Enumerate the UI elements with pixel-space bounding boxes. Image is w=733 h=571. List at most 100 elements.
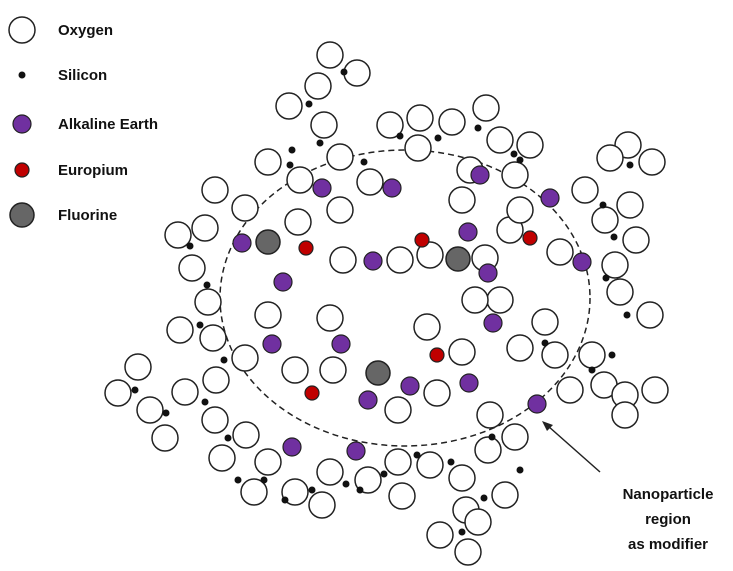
oxygen-atom: [201, 176, 229, 204]
oxygen-atom: [275, 92, 303, 120]
europium-atom: [304, 385, 320, 401]
silicon-atom: [220, 356, 228, 364]
legend-label: Fluorine: [58, 207, 117, 224]
silicon-atom: [162, 409, 170, 417]
oxygen-atom: [254, 448, 282, 476]
oxygen-atom: [416, 241, 444, 269]
oxygen-atom: [464, 508, 492, 536]
alkaline-earth-atom: [312, 178, 332, 198]
europium-atom: [414, 232, 430, 248]
silicon-atom: [288, 146, 296, 154]
fluorine-atom: [365, 360, 391, 386]
oxygen-atom: [356, 168, 384, 196]
oxygen-atom: [386, 246, 414, 274]
fluorine-atom: [445, 246, 471, 272]
oxygen-atom: [491, 481, 519, 509]
oxygen-atom: [254, 148, 282, 176]
silicon-atom: [308, 486, 316, 494]
oxygen-atom: [546, 238, 574, 266]
oxygen-atom: [622, 226, 650, 254]
oxygen-atom: [388, 482, 416, 510]
oxygen-atom: [343, 59, 371, 87]
silicon-atom: [608, 351, 616, 359]
silicon-atom: [356, 486, 364, 494]
oxygen-atom: [354, 466, 382, 494]
silicon-atom: [201, 398, 209, 406]
arrow: [542, 421, 601, 473]
oxygen-atom: [501, 423, 529, 451]
oxygen-atom: [208, 444, 236, 472]
oxygen-atom: [286, 166, 314, 194]
oxygen-atom: [202, 366, 230, 394]
oxygen-atom: [171, 378, 199, 406]
silicon-atom: [342, 480, 350, 488]
silicon-atom: [516, 466, 524, 474]
oxygen-atom: [606, 278, 634, 306]
oxygen-atom: [164, 221, 192, 249]
oxygen-atom: [638, 148, 666, 176]
oxygen-atom: [404, 134, 432, 162]
silicon-atom: [626, 161, 634, 169]
oxygen-atom: [461, 286, 489, 314]
oxygen-atom: [596, 144, 624, 172]
alkaline-earth-atom: [470, 165, 490, 185]
oxygen-atom: [194, 288, 222, 316]
legend: Oxygen Silicon Alkaline Earth Europium F…: [8, 16, 158, 228]
oxygen-atom: [406, 104, 434, 132]
alkaline-earth-atom: [459, 373, 479, 393]
oxygen-atom: [166, 316, 194, 344]
oxygen-atom: [201, 406, 229, 434]
oxygen-atom: [486, 286, 514, 314]
oxygen-atom: [531, 308, 559, 336]
oxygen-atom: [316, 304, 344, 332]
silicon-atom: [281, 496, 289, 504]
oxygen-atom: [310, 111, 338, 139]
oxygen-atom: [316, 41, 344, 69]
annotation: Nanoparticle region as modifier: [623, 486, 714, 553]
alkaline-earth-atom: [358, 390, 378, 410]
silicon-atom: [480, 494, 488, 502]
oxygen-atom: [151, 424, 179, 452]
oxygen-atom: [178, 254, 206, 282]
alkaline-earth-atom: [331, 334, 351, 354]
oxygen-atom: [556, 376, 584, 404]
oxygen-atom: [413, 313, 441, 341]
oxygen-atom: [384, 396, 412, 424]
legend-oxygen: [8, 16, 36, 44]
legend-label: Silicon: [58, 67, 107, 84]
alkaline-earth-atom: [540, 188, 560, 208]
silicon-atom: [516, 156, 524, 164]
annotation-line: as modifier: [628, 536, 708, 553]
legend-label: Oxygen: [58, 22, 113, 39]
oxygen-atom: [476, 401, 504, 429]
silicon-atom: [588, 366, 596, 374]
oxygen-atom: [501, 161, 529, 189]
alkaline-earth-atom: [273, 272, 293, 292]
oxygen-atom: [231, 194, 259, 222]
oxygen-atom: [308, 491, 336, 519]
annotation-line: region: [645, 511, 691, 528]
silicon-atom: [286, 161, 294, 169]
silicon-atom: [380, 470, 388, 478]
oxygen-atom: [578, 341, 606, 369]
silicon-atom: [340, 68, 348, 76]
silicon-atom: [510, 150, 518, 158]
silicon-atom: [203, 281, 211, 289]
oxygen-atom: [319, 356, 347, 384]
oxygen-atom: [281, 478, 309, 506]
oxygen-atom: [438, 108, 466, 136]
oxygen-atom: [516, 131, 544, 159]
alkaline-earth-atom: [483, 313, 503, 333]
legend-alkaline: [12, 114, 32, 134]
oxygen-atom: [304, 72, 332, 100]
silicon-atom: [541, 339, 549, 347]
silicon-atom: [305, 100, 313, 108]
alkaline-earth-atom: [458, 222, 478, 242]
oxygen-atom: [231, 344, 259, 372]
oxygen-atom: [284, 208, 312, 236]
silicon-atom: [458, 528, 466, 536]
silicon-atom: [599, 201, 607, 209]
silicon-atom: [186, 242, 194, 250]
oxygen-atom: [448, 338, 476, 366]
